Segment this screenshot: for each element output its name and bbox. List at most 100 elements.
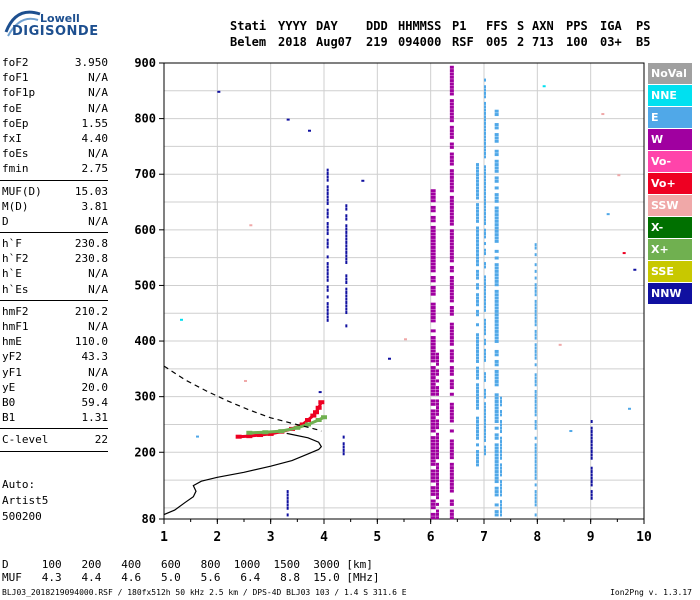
echo-speck — [607, 213, 610, 215]
echo-mark — [327, 262, 329, 265]
echo-mark — [476, 183, 479, 186]
echo-mark — [450, 133, 454, 136]
distance-row: D 100 200 400 600 800 1000 1500 3000 [km… — [2, 558, 373, 571]
echo-mark — [591, 490, 593, 493]
echo-mark — [535, 477, 537, 480]
echo-mark — [450, 286, 454, 289]
echo-mark — [591, 440, 593, 443]
echo-mark — [500, 463, 502, 466]
echo-mark — [495, 353, 499, 356]
echo-mark — [535, 427, 537, 430]
echo-mark — [591, 443, 593, 446]
y-tick-label: 200 — [134, 445, 156, 459]
echo-mark — [535, 383, 537, 386]
echo-mark — [476, 216, 479, 219]
echo-mark — [495, 317, 499, 320]
echo-mark — [476, 460, 479, 463]
echo-mark — [591, 450, 593, 453]
echo-mark — [327, 192, 329, 195]
echo-mark — [431, 243, 436, 246]
echo-mark — [450, 356, 454, 359]
echo-mark — [484, 195, 486, 198]
echo-mark — [476, 230, 479, 233]
echo-mark — [500, 500, 502, 503]
echo-mark — [476, 350, 479, 353]
echo-mark — [450, 199, 454, 202]
echo-mark — [476, 393, 479, 396]
echo-mark — [495, 267, 499, 270]
echo-mark — [431, 393, 436, 396]
echo-mark — [431, 500, 436, 503]
echo-mark — [476, 383, 479, 386]
echo-speck — [196, 436, 199, 438]
echo-mark — [535, 247, 537, 250]
echo-mark — [484, 329, 486, 332]
echo-mark — [450, 76, 454, 79]
echo-mark — [476, 340, 479, 343]
echo-mark — [495, 237, 499, 240]
echo-mark — [500, 503, 502, 506]
echo-mark — [450, 386, 454, 389]
echo-mark — [495, 176, 499, 179]
echo-mark — [327, 222, 329, 225]
echo-mark — [476, 186, 479, 189]
echo-speck — [287, 119, 290, 121]
echo-mark — [535, 407, 537, 410]
echo-mark — [476, 457, 479, 460]
x-tick-label: 2 — [213, 530, 221, 545]
echo-mark — [476, 213, 479, 216]
echo-mark — [436, 359, 439, 362]
echo-mark — [450, 249, 454, 252]
echo-mark — [535, 307, 537, 310]
echo-mark — [450, 259, 454, 262]
echo-mark — [535, 333, 537, 336]
echo-mark — [450, 293, 454, 296]
echo-mark — [484, 402, 486, 405]
echo-mark — [591, 473, 593, 476]
echo-mark — [450, 176, 454, 179]
echo-mark — [495, 437, 499, 440]
echo-mark — [343, 452, 345, 455]
echo-mark — [495, 220, 499, 223]
echo-mark — [476, 277, 479, 280]
echo-mark — [484, 422, 486, 425]
echo-speck — [601, 113, 604, 115]
echo-mark — [495, 480, 499, 483]
echo-mark — [484, 446, 486, 449]
echo-mark — [591, 470, 593, 473]
echo-mark — [476, 180, 479, 183]
echo-mark — [495, 290, 499, 293]
topside-profile — [164, 366, 321, 431]
auto-line: Artist5 — [2, 494, 48, 507]
echo-mark — [327, 215, 329, 218]
echo-mark — [436, 493, 439, 496]
echo-mark — [476, 283, 479, 286]
echo-mark — [450, 483, 454, 486]
echo-mark — [450, 82, 454, 85]
echo-mark — [431, 473, 436, 476]
echo-mark — [484, 219, 486, 222]
echo-mark — [431, 476, 436, 479]
echo-mark — [535, 450, 537, 453]
echo-mark — [535, 403, 537, 406]
echo-mark — [495, 413, 499, 416]
echo-mark — [591, 477, 593, 480]
x-tick-label: 7 — [480, 530, 488, 545]
echo-speck — [623, 252, 626, 254]
echo-mark — [535, 377, 537, 380]
echo-mark — [436, 409, 439, 412]
echo-mark — [495, 233, 499, 236]
echo-mark — [436, 406, 439, 409]
echo-mark — [450, 213, 454, 216]
echo-mark — [431, 369, 436, 372]
echo-mark — [495, 166, 499, 169]
echo-mark — [476, 397, 479, 400]
echo-mark — [484, 169, 486, 172]
echo-mark — [450, 99, 454, 102]
echo-mark — [345, 238, 347, 241]
echo-mark — [484, 322, 486, 325]
echo-mark — [450, 233, 454, 236]
echo-mark — [495, 193, 499, 196]
echo-mark — [484, 396, 486, 399]
echo-mark — [345, 278, 347, 281]
